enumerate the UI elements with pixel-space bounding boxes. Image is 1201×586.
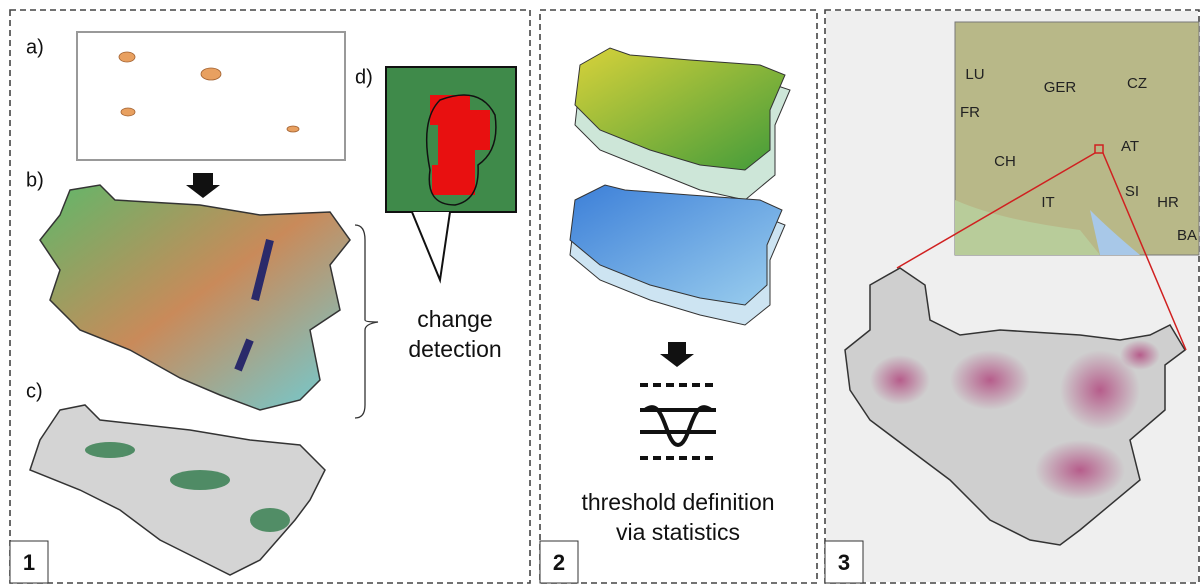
map-c: [30, 405, 325, 575]
caption: threshold definition: [581, 489, 774, 515]
country-label: GER: [1044, 79, 1077, 96]
callout: [412, 212, 450, 280]
country-label: CZ: [1127, 75, 1147, 92]
bracket: [355, 225, 378, 418]
map-layer: [570, 185, 782, 305]
threshold-icon: [640, 385, 716, 458]
panel-number: 1: [23, 550, 35, 575]
panel-number: 3: [838, 550, 850, 575]
inset-box: [77, 32, 345, 160]
panel-label: b): [26, 169, 44, 191]
panel-label: d): [355, 66, 373, 88]
arrow: [186, 173, 220, 198]
country-label: IT: [1041, 194, 1054, 211]
map-b: [40, 185, 350, 410]
caption: detection: [408, 336, 501, 362]
panel-label: a): [26, 36, 44, 58]
country-label: HR: [1157, 194, 1179, 211]
arrow: [660, 342, 694, 367]
panel-label: c): [26, 380, 43, 402]
country-label: CH: [994, 153, 1016, 170]
panel-number: 2: [553, 550, 565, 575]
country-label: FR: [960, 104, 980, 121]
country-label: AT: [1121, 138, 1139, 155]
country-label: SI: [1125, 183, 1139, 200]
country-label: LU: [965, 66, 984, 83]
caption: change: [417, 306, 492, 332]
caption: via statistics: [616, 519, 740, 545]
country-label: BA: [1177, 227, 1197, 244]
diagram: a) b) c) d) change detection threshold definit…: [0, 0, 1201, 586]
